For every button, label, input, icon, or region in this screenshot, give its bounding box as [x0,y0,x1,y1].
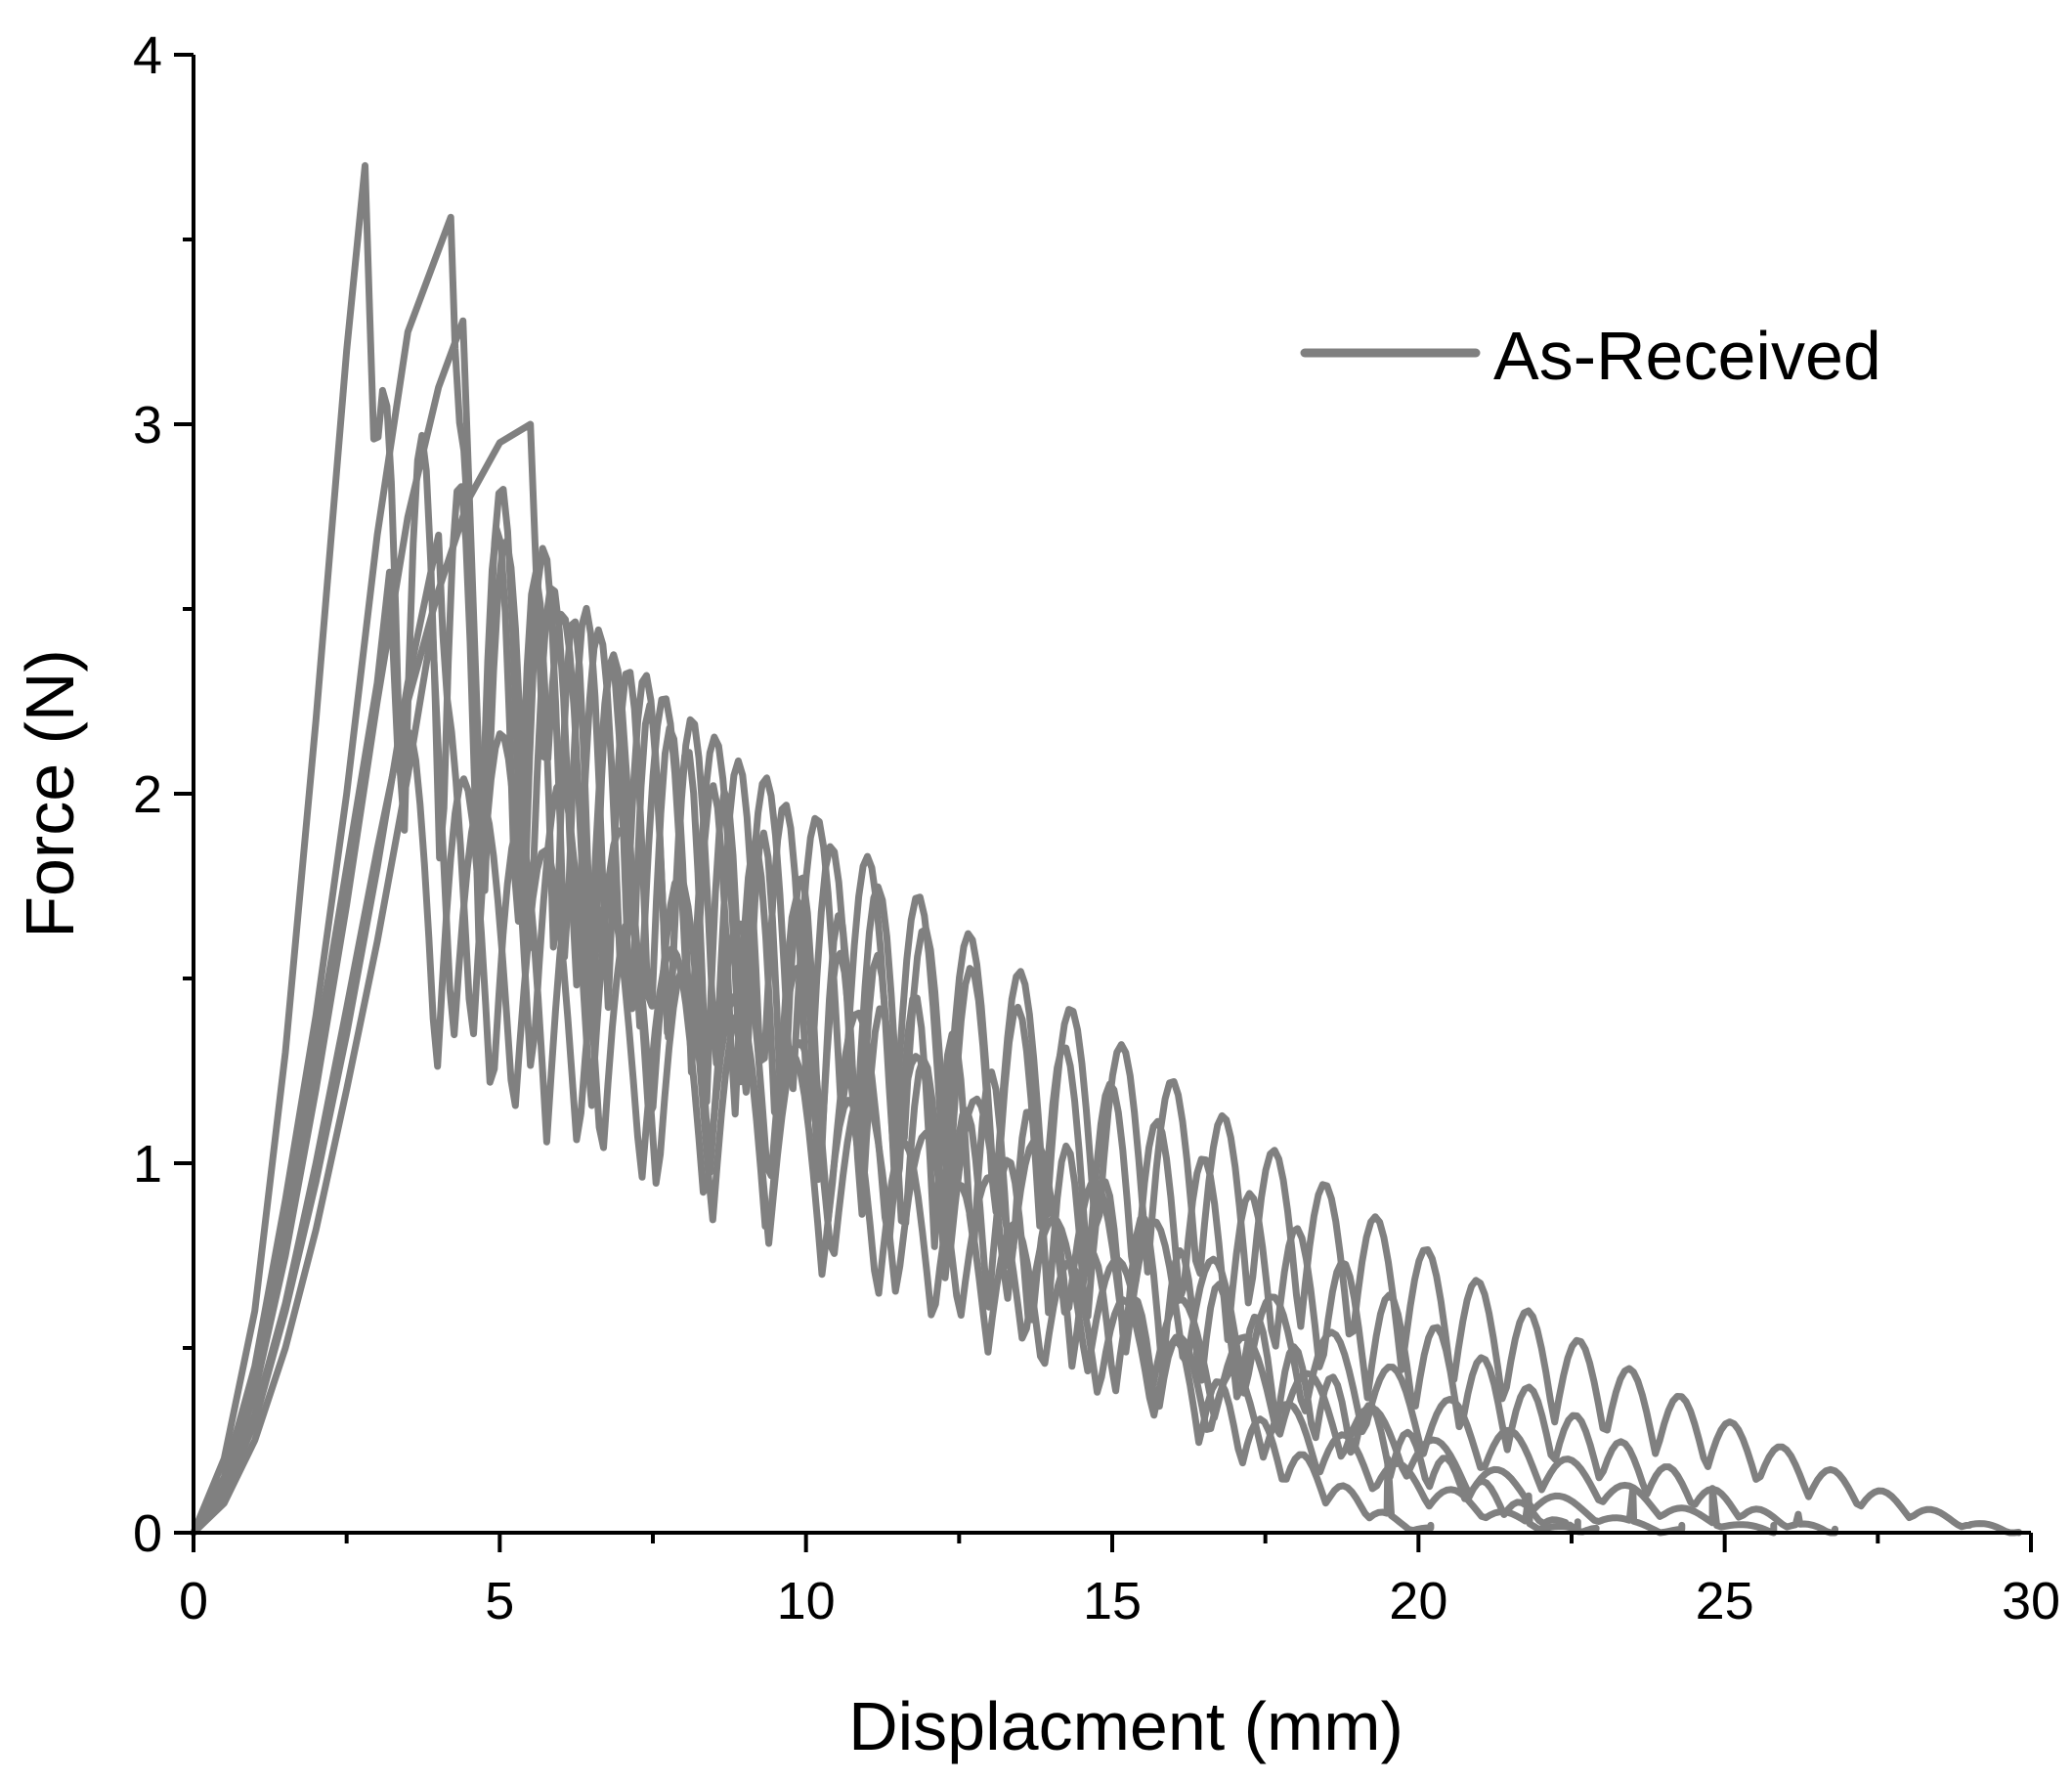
x-axis-title: Displacment (mm) [848,1688,1403,1764]
series-group [190,161,2022,1537]
x-tick-label: 10 [777,1572,836,1630]
y-tick-label: 0 [133,1504,162,1563]
legend-label-as-received: As-Received [1493,318,1881,394]
series-line-as-received [190,317,1838,1537]
legend: As-Received [1300,318,1881,394]
ticks: 0 5 10 15 20 25 30 0 1 2 3 4 [133,26,2060,1630]
y-tick-label: 3 [133,396,162,455]
y-tick-label: 4 [133,26,162,85]
x-tick-label: 5 [485,1572,514,1630]
series-line-as-received [190,531,1778,1537]
x-tick-label: 0 [179,1572,208,1630]
x-tick-label: 15 [1083,1572,1142,1630]
y-axis-title: Force (N) [12,649,88,938]
series-line-as-received [190,420,2022,1537]
x-tick-label: 25 [1696,1572,1754,1630]
x-tick-label: 30 [2002,1572,2060,1630]
x-tick-label: 20 [1389,1572,1447,1630]
y-tick-label: 1 [133,1135,162,1194]
y-tick-label: 2 [133,765,162,824]
series-line-as-received [190,624,1686,1537]
